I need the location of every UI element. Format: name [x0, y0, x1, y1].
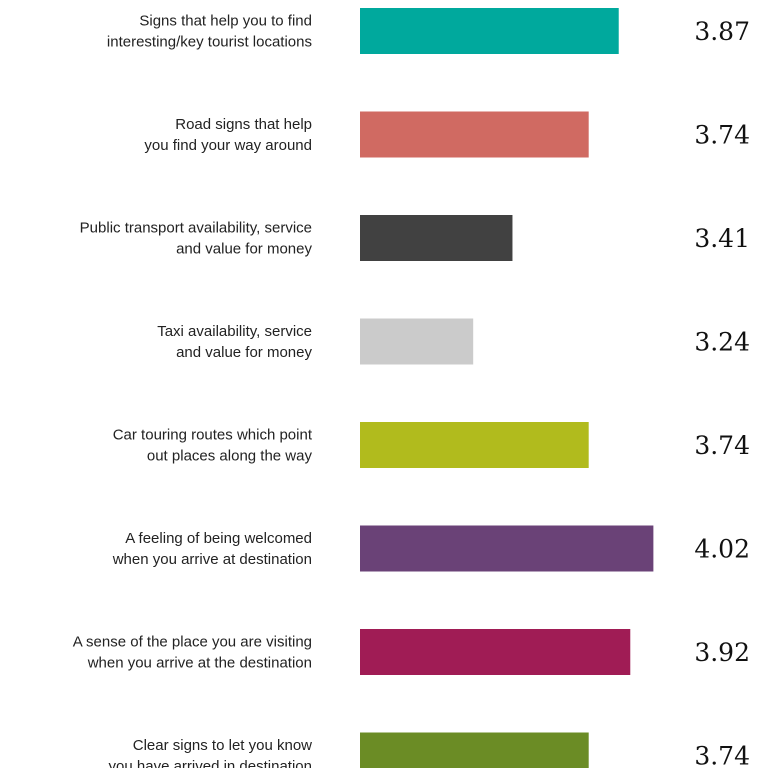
category-label-line: and value for money [176, 241, 312, 258]
category-label-3: Public transport availability, service an… [80, 220, 313, 258]
category-label-line: Signs that help you to find [139, 13, 312, 30]
bar-8 [360, 732, 589, 768]
category-label-line: A feeling of being welcomed [125, 530, 312, 547]
value-label-5: 3.74 [694, 431, 750, 460]
value-label-2: 3.74 [694, 121, 750, 150]
bar-2 [360, 111, 589, 158]
category-label-line: Car touring routes which point [113, 427, 313, 444]
category-label-line: when you arrive at destination [112, 551, 312, 568]
bar-4 [360, 318, 474, 365]
value-label-4: 3.24 [694, 328, 750, 357]
category-label-line: Public transport availability, service [80, 220, 312, 237]
value-label-7: 3.92 [694, 638, 750, 667]
category-label-5: Car touring routes which point out places… [113, 427, 313, 465]
bar-6 [360, 525, 654, 572]
category-label-line: Road signs that help [175, 116, 312, 133]
category-label-1: Signs that help you to find interesting/k… [107, 13, 312, 51]
value-label-8: 3.74 [694, 742, 750, 768]
category-label-8: Clear signs to let you know you have arri… [109, 737, 313, 768]
category-label-line: Clear signs to let you know [133, 737, 312, 754]
value-label-6: 4.02 [694, 535, 750, 564]
category-label-line: out places along the way [147, 448, 313, 465]
category-label-6: A feeling of being welcomed when you arri… [112, 530, 312, 568]
bar-3 [360, 215, 513, 261]
category-label-line: when you arrive at the destination [87, 655, 312, 672]
category-label-4: Taxi availability, service and value for … [157, 323, 312, 361]
category-label-7: A sense of the place you are visiting whe… [73, 634, 312, 672]
category-label-line: interesting/key tourist locations [107, 34, 312, 51]
bar-7 [360, 629, 631, 675]
category-label-2: Road signs that help you find your way ar… [144, 116, 312, 154]
bar-1 [360, 8, 619, 54]
value-label-3: 3.41 [694, 224, 750, 253]
bar-5 [360, 422, 589, 468]
category-label-line: you find your way around [144, 137, 312, 154]
category-label-line: A sense of the place you are visiting [73, 634, 312, 651]
category-label-line: Taxi availability, service [157, 323, 312, 340]
category-label-line: and value for money [176, 344, 312, 361]
value-label-1: 3.87 [694, 17, 750, 46]
category-label-line: you have arrived in destination [109, 758, 312, 768]
